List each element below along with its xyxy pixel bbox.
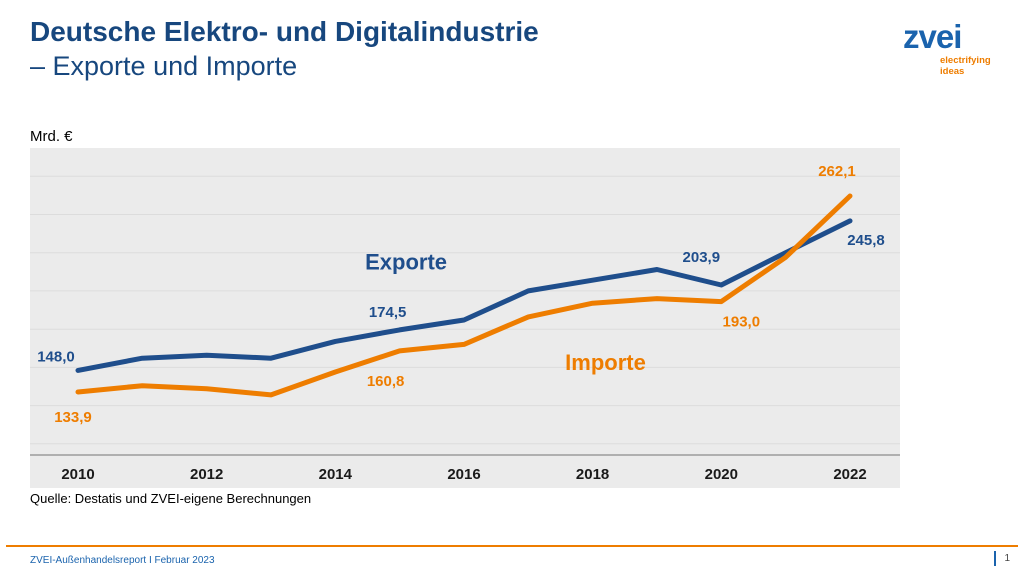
source-note: Quelle: Destatis und ZVEI-eigene Berechn… bbox=[30, 491, 312, 506]
chart-canvas: 2010 2012 2014 2016 2018 2020 2022 148,0 133,9 17… bbox=[30, 163, 900, 483]
x-tick-label: 2022 bbox=[833, 466, 866, 483]
point-label-importe-2022: 262,1 bbox=[818, 163, 856, 180]
footer-divider bbox=[6, 545, 1018, 547]
point-label-exporte-2022: 245,8 bbox=[847, 232, 885, 249]
series-label-exporte: Exporte bbox=[365, 250, 447, 275]
importe-line bbox=[75, 193, 853, 398]
tagline-line-2: ideas bbox=[940, 65, 965, 77]
x-tick-label: 2014 bbox=[319, 466, 353, 483]
x-tick-label: 2020 bbox=[705, 466, 738, 483]
zvei-logo: zvei electrifying ideas bbox=[903, 20, 991, 77]
title-line-2: – Exporte und Importe bbox=[30, 51, 298, 81]
footer-report-label: ZVEI-Außenhandelsreport I Februar 2023 bbox=[30, 555, 215, 566]
x-tick-label: 2010 bbox=[61, 466, 94, 483]
x-tick-label: 2012 bbox=[190, 466, 223, 483]
exporte-line bbox=[75, 218, 853, 373]
point-label-exporte-2010: 148,0 bbox=[37, 348, 75, 365]
page-number-divider bbox=[994, 551, 997, 566]
page-number-box: 1 bbox=[994, 551, 1010, 566]
point-label-importe-2010: 133,9 bbox=[54, 409, 92, 426]
point-label-exporte-2015: 174,5 bbox=[369, 304, 407, 321]
point-label-importe-2020: 193,0 bbox=[723, 314, 761, 331]
series-label-importe: Importe bbox=[565, 350, 646, 375]
zvei-logo-tagline: electrifying ideas bbox=[940, 55, 991, 77]
title-line-1: Deutsche Elektro- und Digitalindustrie bbox=[30, 16, 539, 47]
page-number: 1 bbox=[1004, 553, 1010, 564]
point-label-exporte-2020: 203,9 bbox=[683, 249, 721, 266]
y-axis-unit-label: Mrd. € bbox=[30, 128, 73, 145]
line-chart: 2010 2012 2014 2016 2018 2020 2022 148,0 133,9 17… bbox=[30, 148, 900, 488]
zvei-logo-text: zvei bbox=[903, 18, 962, 55]
x-tick-label: 2016 bbox=[447, 466, 480, 483]
point-label-importe-2015: 160,8 bbox=[367, 373, 405, 390]
tagline-line-1: electrifying bbox=[940, 55, 991, 66]
x-tick-label: 2018 bbox=[576, 466, 609, 483]
page-title: Deutsche Elektro- und Digitalindustrie –… bbox=[30, 14, 539, 84]
